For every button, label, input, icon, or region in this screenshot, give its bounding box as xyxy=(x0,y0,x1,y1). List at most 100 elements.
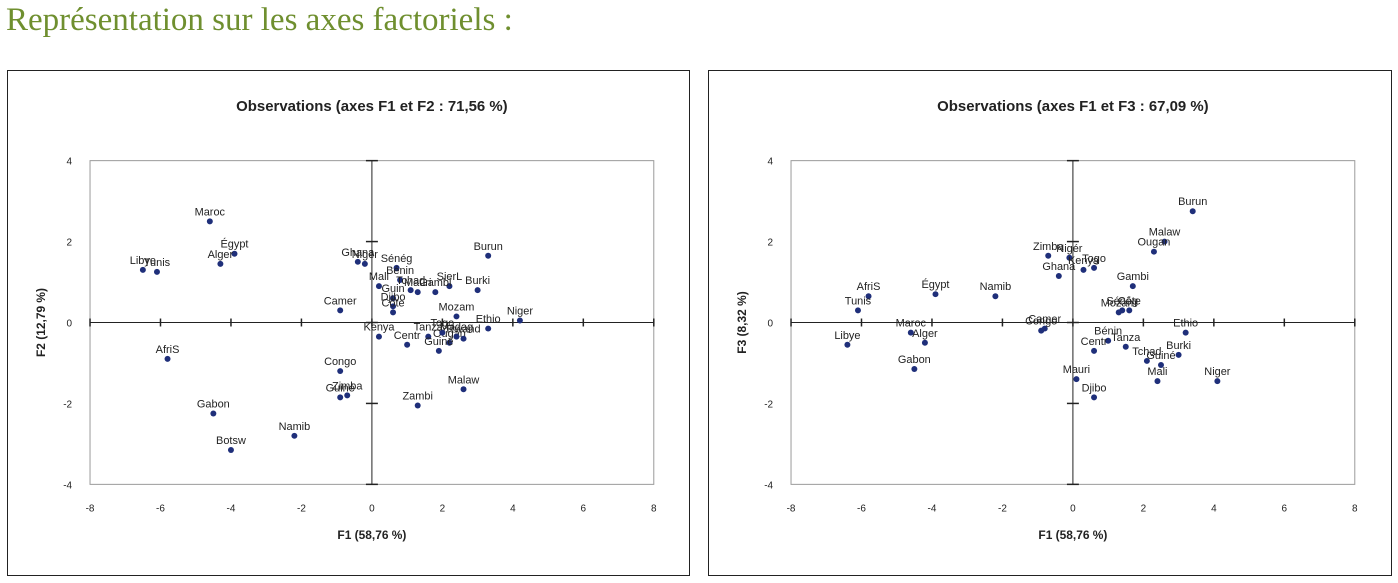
data-point-label: Djibo xyxy=(1082,382,1107,394)
y-tick-label: 4 xyxy=(768,157,774,168)
data-point-label: Sénég xyxy=(381,253,413,265)
data-point-label: AfriS xyxy=(857,281,881,293)
x-tick-label: 4 xyxy=(510,503,516,514)
data-point-label: Ethio xyxy=(1173,318,1198,330)
data-point xyxy=(453,313,460,320)
data-point xyxy=(1129,283,1136,290)
data-point xyxy=(460,335,467,342)
data-point xyxy=(844,341,851,348)
data-point-label: Rwand xyxy=(446,324,480,336)
x-tick-label: -4 xyxy=(227,503,236,514)
data-point xyxy=(1105,337,1112,344)
data-point-label: Tunis xyxy=(144,257,171,269)
data-point-label: Kenya xyxy=(1068,255,1100,267)
data-point xyxy=(164,355,171,362)
chart-panel-f1-f2: Observations (axes F1 et F2 : 71,56 %) -8… xyxy=(7,70,690,576)
data-point-label: Alger xyxy=(208,249,234,261)
data-point xyxy=(139,266,146,273)
data-point xyxy=(217,260,224,267)
data-point xyxy=(407,287,414,294)
data-point-label: Congo xyxy=(324,356,356,368)
data-point-label: SierL xyxy=(437,271,463,283)
data-point-label: Ghana xyxy=(1042,261,1076,273)
data-point-label: Tanza xyxy=(414,322,444,334)
data-point-label: Malaw xyxy=(448,374,480,386)
x-tick-label: -8 xyxy=(787,503,796,514)
data-point xyxy=(375,333,382,340)
data-point-label: Camer xyxy=(1028,314,1061,326)
data-point-label: Alger xyxy=(912,328,938,340)
x-tick-label: -4 xyxy=(928,503,937,514)
data-point xyxy=(291,432,298,439)
data-point-label: Guin xyxy=(381,283,404,295)
data-point xyxy=(390,309,397,316)
data-point xyxy=(354,258,361,265)
data-point-label: Ougan xyxy=(1138,237,1171,249)
x-tick-label: 6 xyxy=(1282,503,1288,514)
data-point-label: Namib xyxy=(980,281,1012,293)
x-axis-label: F1 (58,76 %) xyxy=(337,528,406,542)
data-point xyxy=(1161,238,1168,245)
data-point xyxy=(921,339,928,346)
data-point xyxy=(1154,378,1161,385)
y-tick-label: -4 xyxy=(63,480,72,491)
page-heading: Représentation sur les axes factoriels : xyxy=(6,2,513,38)
data-point xyxy=(1122,343,1129,350)
data-point xyxy=(390,295,397,302)
data-point-label: Ethio xyxy=(476,314,501,326)
y-tick-label: 0 xyxy=(67,318,73,329)
y-tick-label: -2 xyxy=(63,399,72,410)
x-tick-label: 8 xyxy=(651,503,657,514)
data-point xyxy=(375,283,382,290)
data-point xyxy=(337,307,344,314)
y-tick-label: 2 xyxy=(67,238,73,249)
data-point-label: Zambi xyxy=(403,390,433,402)
data-point-label: Mozam xyxy=(1101,297,1137,309)
data-point-label: Bénin xyxy=(1094,326,1122,338)
data-point xyxy=(446,283,453,290)
data-point-label: Niger xyxy=(507,306,533,318)
data-point xyxy=(1126,307,1133,314)
x-tick-label: -2 xyxy=(297,503,306,514)
data-point xyxy=(425,333,432,340)
data-point-label: Nigér xyxy=(1056,243,1082,255)
data-point-label: Maroc xyxy=(195,206,226,218)
data-point-label: Gambi xyxy=(1117,271,1149,283)
x-tick-label: 0 xyxy=(369,503,375,514)
data-point xyxy=(992,293,999,300)
data-point-label: Nigér xyxy=(352,249,378,261)
data-point xyxy=(1175,351,1182,358)
data-point xyxy=(1038,327,1045,334)
data-point-label: Kenya xyxy=(363,322,395,334)
data-point-label: Madag xyxy=(440,322,473,334)
data-point-label: Égypt xyxy=(221,238,249,251)
data-point-label: Tanza xyxy=(1111,332,1141,344)
data-point-label: Burun xyxy=(474,241,503,253)
data-point-label: Togo xyxy=(431,318,455,330)
data-point-label: Djibo xyxy=(381,291,406,303)
data-point xyxy=(1066,254,1073,261)
data-point xyxy=(227,446,234,453)
data-point xyxy=(210,410,217,417)
data-point xyxy=(1189,208,1196,215)
x-tick-label: 6 xyxy=(581,503,587,514)
data-point xyxy=(474,287,481,294)
data-point-label: Burki xyxy=(1166,340,1191,352)
data-point-label: Maroc xyxy=(896,318,927,330)
chart-panel-f1-f3: Observations (axes F1 et F3 : 67,09 %) -8… xyxy=(708,70,1392,576)
chart-title: Observations (axes F1 et F3 : 67,09 %) xyxy=(937,98,1209,115)
data-point xyxy=(854,307,861,314)
data-point xyxy=(1150,248,1157,255)
data-point-label: Gabon xyxy=(197,399,230,411)
data-point xyxy=(865,293,872,300)
data-point xyxy=(932,291,939,298)
y-tick-label: -4 xyxy=(764,480,773,491)
y-tick-label: 2 xyxy=(768,238,774,249)
x-tick-label: -6 xyxy=(857,503,866,514)
y-tick-label: 0 xyxy=(768,318,774,329)
data-point xyxy=(344,392,351,399)
data-point xyxy=(337,394,344,401)
data-point xyxy=(337,368,344,375)
data-point-label: Côte xyxy=(1118,295,1141,307)
data-point-label: Zimba xyxy=(332,380,363,392)
